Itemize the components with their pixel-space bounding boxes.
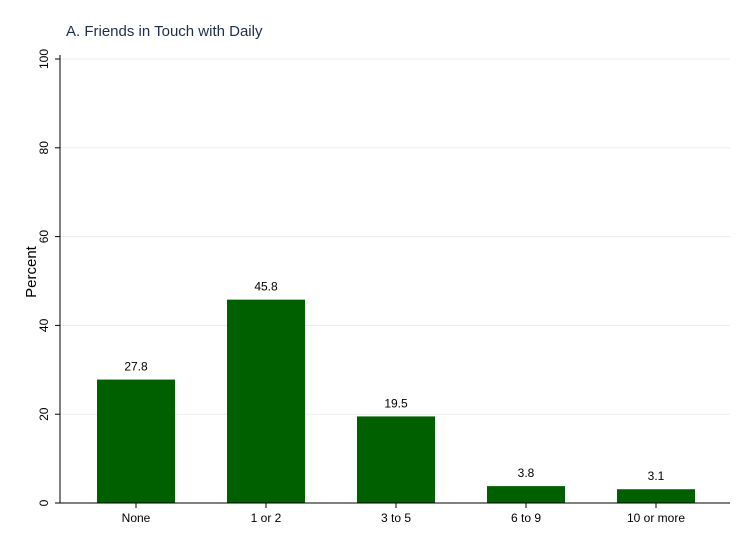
bars: [97, 299, 695, 503]
bar: [617, 489, 695, 503]
y-axis-label: Percent: [23, 245, 40, 298]
bar: [357, 416, 435, 503]
x-tick-label: 6 to 9: [511, 511, 541, 525]
y-tick-label: 60: [37, 230, 51, 244]
axes: [55, 55, 730, 508]
chart-title: A. Friends in Touch with Daily: [66, 23, 263, 40]
bar: [97, 379, 175, 503]
bar: [227, 299, 305, 503]
x-tick-label: 3 to 5: [381, 511, 411, 525]
gridlines: [60, 58, 730, 415]
data-label: 19.5: [384, 396, 408, 410]
y-tick-label: 100: [37, 49, 51, 69]
bar: [487, 486, 565, 503]
x-tick-label: None: [122, 511, 151, 525]
labels: 0 20 40 60 80 100 None 27.8 1 or 2 45.8 3 to 5 19.5…: [37, 49, 685, 525]
data-label: 3.1: [648, 469, 665, 483]
data-label: 3.8: [518, 466, 535, 480]
y-tick-label: 40: [37, 318, 51, 332]
x-tick-label: 10 or more: [627, 511, 685, 525]
x-tick-label: 1 or 2: [251, 511, 282, 525]
data-label: 45.8: [254, 280, 278, 294]
data-label: 27.8: [124, 360, 148, 374]
y-tick-label: 20: [37, 407, 51, 421]
y-tick-label: 80: [37, 141, 51, 155]
y-tick-label: 0: [37, 499, 51, 506]
